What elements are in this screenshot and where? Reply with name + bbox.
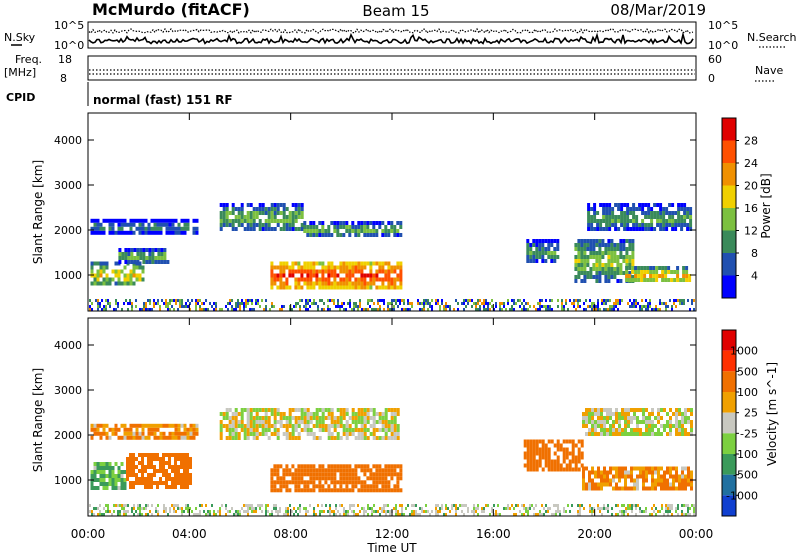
frequency-panel: Freq. [MHz] 18 8 60 0 Nave: [4, 53, 783, 85]
velocity-ytick-label: 3000: [54, 384, 82, 397]
nave-label: Nave: [755, 64, 783, 77]
velocity-colorbar-segment: [722, 371, 736, 392]
power-colorbar-tick: 20: [744, 180, 758, 193]
velocity-echo-region: [126, 453, 192, 489]
date-title: 08/Mar/2019: [610, 1, 706, 19]
noise-search-trace: [88, 27, 694, 35]
time-tick-label: 00:00: [71, 527, 106, 541]
noise-tick-top: 10^5: [54, 19, 84, 32]
freq-unit-label: [MHz]: [4, 66, 36, 79]
time-tick-label: 04:00: [172, 527, 207, 541]
cpid-label: CPID: [6, 91, 35, 104]
noise-search-label: N.Search: [747, 31, 797, 44]
time-tick-label: 00:00: [679, 527, 714, 541]
noise-right-tick-top: 10^5: [708, 19, 738, 32]
velocity-echo-region: [90, 423, 199, 440]
noise-panel: N.Sky 10^5 10^0 10^5 10^0 N.Search: [4, 19, 797, 52]
power-colorbar-segment: [722, 275, 736, 298]
velocity-panel: 1000 2000 3000 4000 Slant Range [km] 1000 50…: [31, 317, 779, 517]
power-echo-region: [90, 261, 145, 286]
velocity-echo-region: [90, 462, 127, 490]
velocity-near-range-clutter: [89, 504, 695, 516]
freq-tick-bottom: 8: [60, 72, 67, 85]
power-colorbar-segment: [722, 118, 736, 141]
time-tick-label: 12:00: [375, 527, 410, 541]
power-near-range-clutter: [89, 299, 695, 311]
power-colorbar-tick: 28: [744, 135, 758, 148]
power-echo-region: [587, 203, 693, 231]
power-colorbar-segment: [722, 253, 736, 276]
power-colorbar-segment: [722, 185, 736, 208]
noise-right-tick-bottom: 10^0: [708, 39, 738, 52]
power-panel: 1000 2000 3000 4000 Slant Range [km] 4 8 12 16…: [31, 112, 773, 312]
station-title: McMurdo (fitACF): [92, 0, 250, 19]
power-echo-region: [90, 218, 199, 235]
power-colorbar-tick: 12: [744, 225, 758, 238]
time-axis-label: Time UT: [366, 541, 417, 554]
power-ytick-label: 1000: [54, 269, 82, 282]
power-colorbar-tick: 8: [751, 247, 758, 260]
cpid-value: normal (fast) 151 RF: [93, 93, 233, 107]
velocity-colorbar-tick: -100: [733, 448, 758, 461]
beam-title: Beam 15: [362, 2, 429, 20]
power-echo-region: [270, 261, 403, 290]
velocity-ytick-label: 2000: [54, 429, 82, 442]
power-echo-region: [118, 248, 170, 264]
time-tick-label: 20:00: [577, 527, 612, 541]
power-ytick-label: 2000: [54, 224, 82, 237]
velocity-ylabel: Slant Range [km]: [31, 368, 45, 472]
time-axis: 00:00 04:00 08:00 12:00 16:00 20:00 00:00: [71, 113, 714, 541]
velocity-colorbar-segment: [722, 474, 736, 496]
power-echo-region: [526, 239, 560, 263]
velocity-echo-region: [523, 439, 584, 472]
velocity-colorbar-segment: [722, 412, 736, 434]
velocity-colorbar-segment: [722, 330, 736, 351]
velocity-colorbar-segment: [722, 433, 736, 454]
power-colorbar-segment: [722, 208, 736, 231]
power-colorbar-segment: [722, 230, 736, 253]
velocity-colorbar-segment: [722, 454, 736, 475]
noise-tick-bottom: 10^0: [54, 39, 84, 52]
noise-sky-trace: [88, 31, 694, 45]
freq-label: Freq.: [15, 53, 42, 66]
time-tick-label: 08:00: [273, 527, 308, 541]
power-ytick-label: 4000: [54, 134, 82, 147]
power-colorbar-tick: 4: [751, 270, 758, 283]
velocity-echo-region: [270, 464, 403, 493]
velocity-colorbar-tick: 1000: [730, 345, 758, 358]
velocity-colorbar-segment: [722, 392, 736, 413]
power-echo-region: [219, 203, 304, 231]
freq-tick-top: 18: [58, 53, 72, 66]
velocity-colorbar-tick: 500: [737, 365, 758, 378]
power-ylabel: Slant Range [km]: [31, 160, 45, 264]
velocity-colorbar-tick: -25: [740, 427, 758, 440]
power-colorbar-tick: 24: [744, 157, 758, 170]
power-colorbar-tick: 16: [744, 202, 758, 215]
power-colorbar-segment: [722, 140, 736, 163]
velocity-colorbar-tick: 25: [744, 407, 758, 420]
nave-tick-bottom: 0: [708, 72, 715, 85]
velocity-ytick-label: 4000: [54, 339, 82, 352]
nave-tick-top: 60: [708, 53, 722, 66]
power-ytick-label: 3000: [54, 179, 82, 192]
power-echo-region: [625, 266, 692, 282]
velocity-echo-region: [582, 408, 693, 436]
noise-sky-label: N.Sky: [4, 31, 36, 44]
power-colorbar-segment: [722, 163, 736, 186]
velocity-ytick-label: 1000: [54, 474, 82, 487]
velocity-colorbar-label: Velocity [m s^-1]: [765, 362, 779, 466]
velocity-echo-region: [582, 466, 693, 491]
velocity-colorbar-tick: 100: [737, 386, 758, 399]
power-echo-region: [303, 221, 403, 237]
cpid-panel: CPID normal (fast) 151 RF: [6, 82, 233, 107]
velocity-echo-region: [219, 408, 400, 440]
power-colorbar-label: Power [dB]: [759, 173, 773, 238]
velocity-colorbar-segment: [722, 350, 736, 372]
velocity-colorbar-tick: -500: [733, 469, 758, 482]
velocity-colorbar-segment: [722, 495, 736, 516]
velocity-colorbar-tick: -1000: [726, 489, 758, 502]
time-tick-label: 16:00: [476, 527, 511, 541]
